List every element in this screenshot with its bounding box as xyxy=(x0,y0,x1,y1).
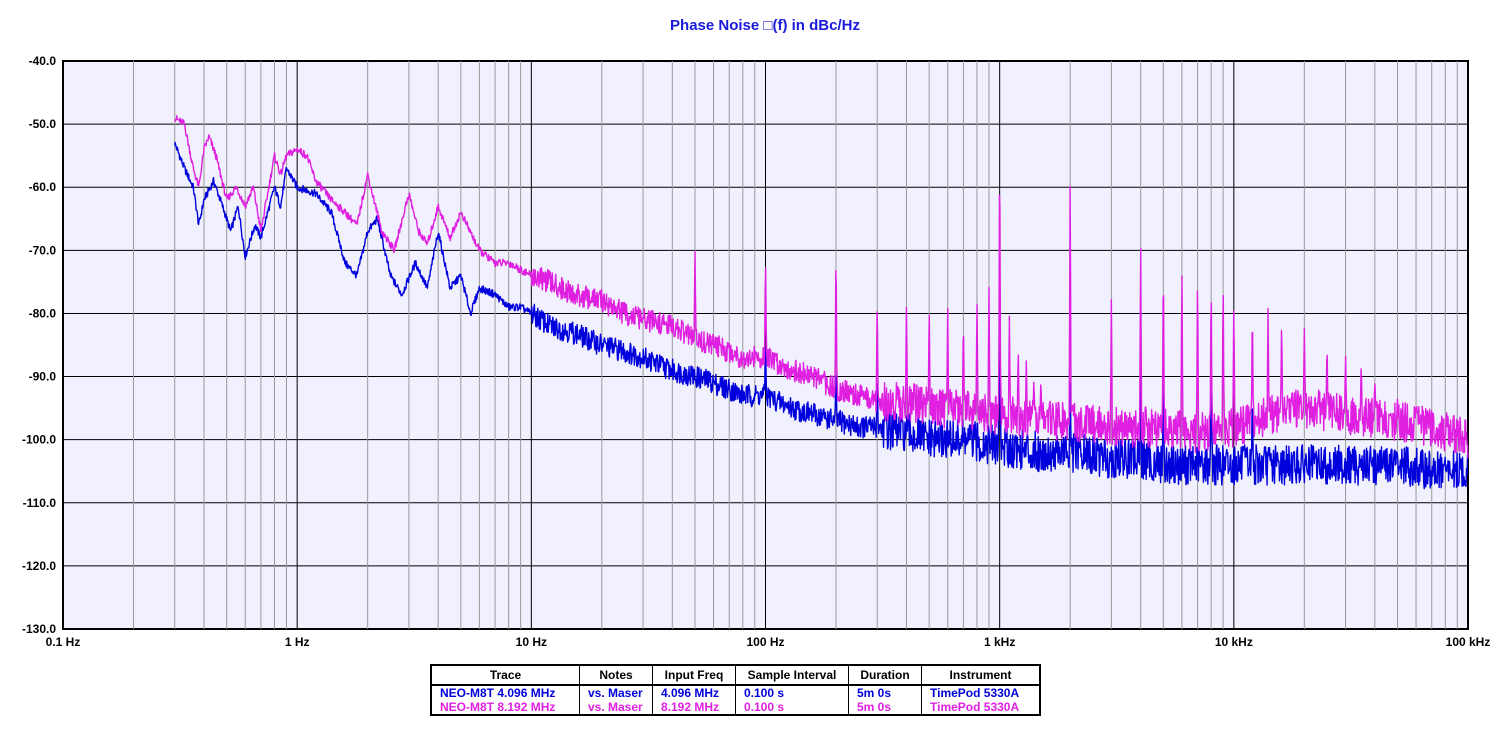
legend-input-freq: 4.096 MHz xyxy=(652,685,736,700)
x-tick-label: 10 kHz xyxy=(1215,635,1253,649)
legend-duration: 5m 0s xyxy=(848,700,922,716)
x-tick-label: 100 Hz xyxy=(746,635,784,649)
legend-sample-interval: 0.100 s xyxy=(735,685,849,700)
y-tick-label: -120.0 xyxy=(22,559,56,573)
series-line xyxy=(174,141,1469,490)
x-tick-label: 1 kHz xyxy=(984,635,1015,649)
legend-header-row: Trace Notes Input Freq Sample Interval D… xyxy=(430,664,1041,686)
legend-duration: 5m 0s xyxy=(848,685,922,700)
legend-row: NEO-M8T 8.192 MHz vs. Maser 8.192 MHz 0.… xyxy=(430,700,1041,716)
x-tick-label: 1 Hz xyxy=(285,635,310,649)
series-line xyxy=(174,115,1469,459)
y-tick-label: -50.0 xyxy=(29,117,57,131)
grid-lines xyxy=(63,61,1468,629)
legend-sample-interval: 0.100 s xyxy=(735,700,849,716)
y-tick-label: -40.0 xyxy=(29,54,57,68)
series-layer xyxy=(174,115,1469,490)
tick-labels: -40.0 -50.0 -60.0 -70.0 -80.0 -90.0 -100.0 -110… xyxy=(22,54,1490,649)
legend-notes: vs. Maser xyxy=(579,700,653,716)
legend-input-freq: 8.192 MHz xyxy=(652,700,736,716)
phase-noise-chart: -40.0 -50.0 -60.0 -70.0 -80.0 -90.0 -100.0 -110… xyxy=(22,54,1490,649)
y-tick-label: -60.0 xyxy=(29,180,57,194)
legend-trace: NEO-M8T 8.192 MHz xyxy=(430,700,580,716)
legend-row: NEO-M8T 4.096 MHz vs. Maser 4.096 MHz 0.… xyxy=(430,685,1041,700)
y-tick-label: -90.0 xyxy=(29,370,57,384)
legend-header-trace: Trace xyxy=(430,664,580,686)
legend-trace: NEO-M8T 4.096 MHz xyxy=(430,685,580,700)
x-tick-label: 100 kHz xyxy=(1446,635,1491,649)
legend-header-sample-interval: Sample Interval xyxy=(735,664,849,686)
legend-instrument: TimePod 5330A xyxy=(921,685,1041,700)
legend-header-notes: Notes xyxy=(579,664,653,686)
legend-table: Trace Notes Input Freq Sample Interval D… xyxy=(430,664,1041,716)
y-tick-label: -70.0 xyxy=(29,243,57,257)
y-tick-label: -80.0 xyxy=(29,306,57,320)
legend-notes: vs. Maser xyxy=(579,685,653,700)
y-tick-label: -130.0 xyxy=(22,622,56,636)
x-tick-label: 0.1 Hz xyxy=(46,635,81,649)
legend-header-instrument: Instrument xyxy=(921,664,1041,686)
legend-header-duration: Duration xyxy=(848,664,922,686)
legend-instrument: TimePod 5330A xyxy=(921,700,1041,716)
y-tick-label: -110.0 xyxy=(23,496,57,510)
x-tick-label: 10 Hz xyxy=(516,635,547,649)
chart-title: Phase Noise □(f) in dBc/Hz xyxy=(670,17,860,34)
legend-header-input-freq: Input Freq xyxy=(652,664,736,686)
y-tick-label: -100.0 xyxy=(22,433,56,447)
